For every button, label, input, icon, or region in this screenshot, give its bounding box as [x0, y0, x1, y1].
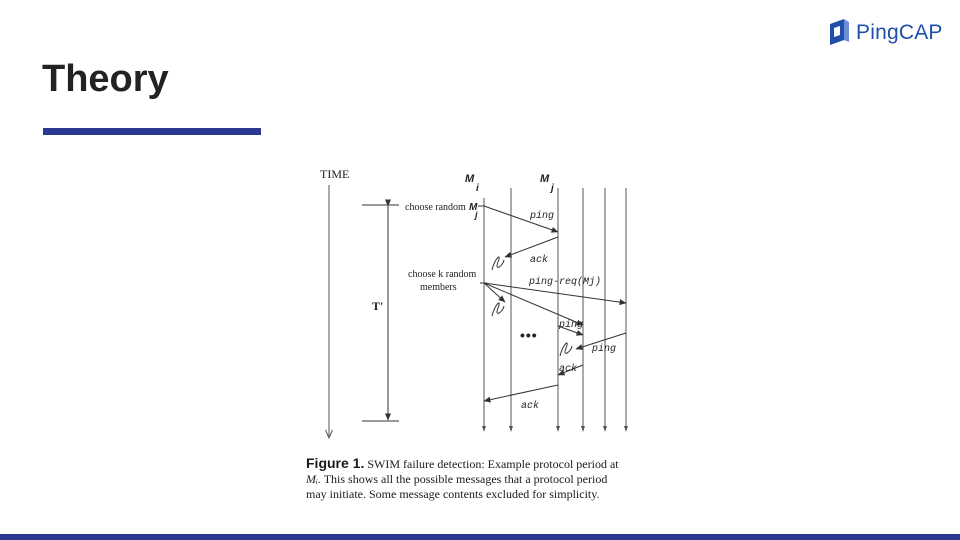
relay-ping-arrow — [557, 325, 584, 336]
choose-k-label-line2: members — [420, 282, 457, 293]
caption-line3: may initiate. Some message contents excl… — [306, 487, 600, 501]
choose-random-member: M — [469, 202, 478, 213]
ping-label: ping — [529, 210, 554, 222]
title-underline — [43, 128, 261, 135]
relay-ping-label-2: ping — [591, 343, 616, 355]
ping-arrow — [483, 205, 559, 233]
caption-line2: This shows all the possible messages tha… — [323, 472, 608, 486]
lifelines — [483, 188, 627, 428]
relay-ping-arrow-2 — [575, 332, 627, 350]
relay-ping-label: ping — [558, 319, 583, 331]
member-i-subscript: i — [476, 183, 479, 194]
ping-req-arrow-lost — [483, 282, 506, 303]
time-axis-label: TIME — [320, 167, 349, 181]
period-label: T' — [372, 299, 383, 313]
pingcap-logo-icon — [830, 19, 849, 45]
swim-sequence-diagram: TIME T' M i M j choose random M j choose… — [320, 167, 628, 440]
footer-bar — [0, 534, 960, 540]
member-i-label: M — [465, 173, 475, 185]
ping-req-label: ping-req(Mj) — [528, 276, 601, 288]
brand-name: PingCAP — [856, 21, 943, 44]
member-j-subscript: j — [549, 183, 554, 194]
ping-req-arrow-far — [483, 282, 627, 306]
caption-math: Mᵢ. — [306, 472, 321, 486]
lost-message-icon — [491, 256, 573, 357]
choose-random-subscript: j — [474, 210, 478, 220]
ping-req-arrow-mid — [483, 282, 584, 326]
figure-caption: Figure 1. SWIM failure detection: Exampl… — [306, 456, 658, 502]
relay-ack-arrow — [557, 364, 584, 376]
ack-label: ack — [530, 254, 548, 266]
final-ack-arrow — [483, 384, 559, 403]
slide-title: Theory — [42, 58, 169, 100]
caption-figure-label: Figure 1. — [306, 455, 365, 471]
ellipsis-label: ••• — [520, 327, 538, 343]
caption-line1: SWIM failure detection: Example protocol… — [367, 457, 619, 471]
choose-random-label: choose random — [405, 202, 466, 213]
lifeline-arrowheads — [482, 426, 628, 432]
relay-ack-label: ack — [559, 363, 577, 375]
choose-k-label-line1: choose k random — [408, 269, 477, 280]
brand-logo: PingCAP — [828, 18, 943, 48]
time-axis-arrow — [325, 429, 333, 440]
ack-arrow — [504, 236, 559, 258]
final-ack-label: ack — [521, 400, 539, 412]
member-j-label: M — [540, 173, 550, 185]
